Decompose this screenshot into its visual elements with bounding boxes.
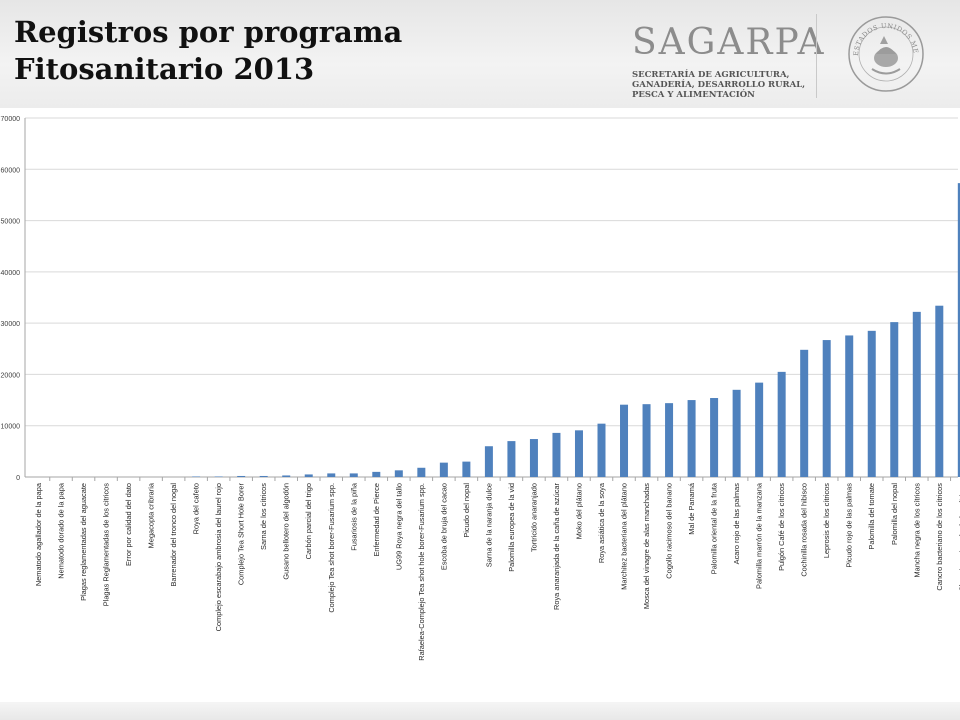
x-tick-label: Error por calidad del dato [124,483,133,566]
y-tick-label: 50000 [1,219,21,226]
x-tick-label: Gusano bellotero del algodón [282,483,291,580]
x-tick-label: Leprosis de los cítricos [822,483,831,558]
logo-subtitle: SECRETARÍA DE AGRICULTURA, GANADERÍA, DE… [632,70,806,100]
bar [665,403,674,477]
x-tick-label: Pulgón Café de los cítricos [777,483,786,571]
x-tick-label: Clorosis variegada de los cítricos [957,483,960,592]
x-tick-label: Plagas reglamentadas del aguacate [79,483,88,601]
x-tick-label: UG99 Roya negra del tallo [394,483,403,570]
slide-header: Registros por programa Fitosanitario 201… [0,0,960,108]
x-tick-label: Complejo Tea Short Hole Borer [237,482,246,585]
x-tick-label: Moko del plátano [574,483,583,539]
x-tick-label: Palomilla del nopal [890,483,899,545]
x-tick-label: Palomilla oriental de la fruta [710,482,719,574]
bar [304,474,313,477]
bar [192,476,201,477]
bar [259,475,268,477]
bar [214,476,223,477]
bar [507,441,516,477]
bar [552,432,561,477]
bar [642,404,651,477]
x-tick-label: Picudo del nopal [462,483,471,538]
x-tick-label: Picudo rojo de las palmas [845,483,854,568]
y-tick-label: 0 [16,475,20,482]
x-tick-label: Roya del cafeto [192,483,201,534]
y-tick-label: 30000 [1,321,21,328]
x-tick-label: Roya anaranjada de la caña de azúcar [552,482,561,610]
slide-footer [0,702,960,720]
bar [394,470,403,477]
bar [574,430,583,477]
logo-name: SAGARPA [632,22,826,63]
bar [890,322,899,477]
bar [439,462,448,477]
x-tick-label: Escoba de bruja del cacao [439,483,448,570]
x-tick-label: Fusariosis de la piña [349,482,358,551]
sagarpa-logo: SAGARPA SECRETARÍA DE AGRICULTURA, GANAD… [632,22,826,101]
x-tick-label: Palomilla marrón de la manzana [755,482,764,589]
bar [282,475,291,477]
x-tick-label: Barrenador del tronco del nogal [169,483,178,587]
bar [349,473,358,477]
bar [800,349,809,477]
x-tick-label: Carbón parcial del trigo [304,483,313,559]
y-tick-label: 10000 [1,424,21,431]
bar [935,305,944,477]
title-line-2: Fitosanitario 2013 [14,52,315,86]
x-tick-label: Palomilla del tomate [867,483,876,550]
y-tick-label: 20000 [1,372,21,379]
bar [845,335,854,477]
y-tick-label: 40000 [1,270,21,277]
bar-chart: 0 10000 20000 30000 40000 50000 60000 70000 Nema… [1,116,960,661]
bar [777,371,786,477]
bar [732,389,741,477]
bar [957,183,960,477]
bar [822,340,831,477]
bar [417,467,426,477]
y-tick-label: 70000 [1,116,21,123]
bar [620,404,629,477]
x-tick-label: Cochinilla rosada del hibisco [800,483,809,577]
x-tick-label: Mancha negra de los cítricos [912,483,921,578]
x-tick-label: Palomilla europea de la vid [507,483,516,572]
header-divider [816,14,817,98]
bar [529,439,538,477]
x-tick-label: Enfermedad de Pierce [372,483,381,557]
bar [597,423,606,477]
x-tick-label: Marchitez bacteriana del plátano [620,483,629,590]
bar [372,471,381,477]
x-tick-label: Complejo escarabajo ambrosia del laurel … [214,483,223,631]
logo-sub-line-2: GANADERÍA, DESARROLLO RURAL, [632,80,806,90]
bar [237,475,246,477]
x-tick-label: Megacopta cribraria [147,482,156,548]
x-tick-label: Complejo Tea shot borer-Fusarium spp. [327,483,336,613]
x-tick-label: Nematodo dorado de la papa [57,482,66,579]
x-tick-label: Mal de Panamá [687,482,696,535]
title-line-1: Registros por programa [14,15,403,49]
slide-title: Registros por programa Fitosanitario 201… [14,14,402,88]
x-tick-label: Tortricido anaranjado [529,483,538,552]
x-tick-label: Rafaelea-Complejo Tea shot hole borer-Fu… [417,483,426,661]
x-tick-label: Mosca del vinagre de alas manchadas [642,483,651,609]
logo-sub-line-1: SECRETARÍA DE AGRICULTURA, [632,70,790,80]
bar [912,311,921,477]
bar [867,330,876,477]
x-tick-label: Plagas Reglamentadas de los citricos [102,483,111,607]
bar [687,400,696,477]
x-tick-label: Sarna de la naranja dulce [484,483,493,567]
bar [755,382,764,477]
bar [484,446,493,477]
x-tick-label: Roya asiática de la soya [597,482,606,563]
y-tick-label: 60000 [1,167,21,174]
bar [462,461,471,477]
x-tick-label: Cancro bacteriano de los cítricos [935,483,944,591]
logo-sub-line-3: PESCA Y ALIMENTACIÓN [632,90,755,100]
x-tick-label: Acaro rojo de las palmas [732,483,741,565]
x-tick-label: Nematodo agallador de la papa [34,482,43,586]
bar [710,398,719,477]
x-tick-label: Cogollo racimoso del banano [665,483,674,579]
bar [327,473,336,477]
mexico-seal-icon: ESTADOS UNIDOS MEXICANOS [846,14,924,92]
x-tick-label: Sarna de los cítricos [259,483,268,550]
